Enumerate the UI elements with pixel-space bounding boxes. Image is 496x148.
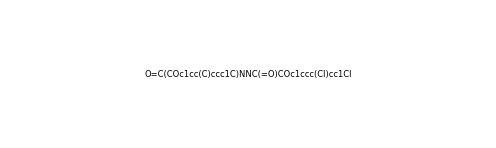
Text: O=C(COc1cc(C)ccc1C)NNC(=O)COc1ccc(Cl)cc1Cl: O=C(COc1cc(C)ccc1C)NNC(=O)COc1ccc(Cl)cc1… [144,70,352,78]
